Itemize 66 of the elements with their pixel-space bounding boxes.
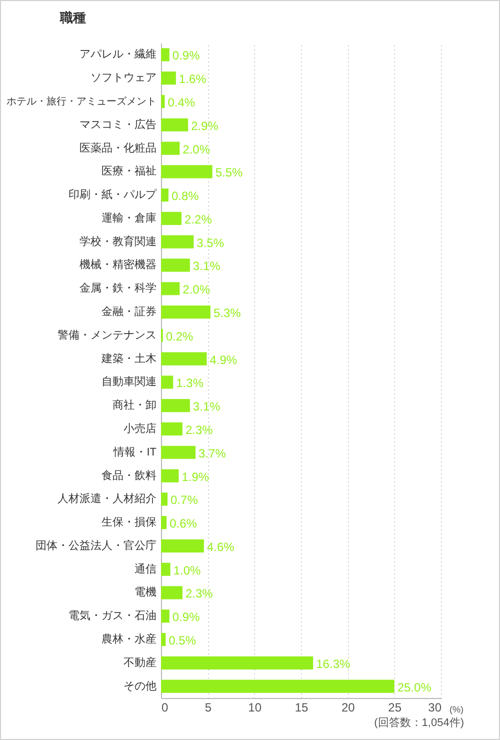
x-axis-title: (%)	[450, 704, 464, 714]
y-tick-label: 運輸・倉庫	[102, 211, 156, 224]
y-tick-label: 機械・精密機器	[80, 258, 156, 272]
data-label: 16.3%	[316, 656, 350, 671]
y-tick-label: ソフトウェア	[90, 72, 156, 84]
y-tick-label: その他	[124, 680, 156, 692]
data-label: 1.0%	[173, 563, 202, 578]
y-tick-label: 医薬品・化粧品	[80, 141, 156, 154]
data-label: 3.1%	[192, 400, 221, 414]
y-tick-label: 自動車関連	[102, 375, 156, 388]
y-tick-label: 金融・証券	[102, 305, 156, 318]
x-tick-label: 0	[162, 700, 168, 714]
text: (回答数：1,054件)	[374, 717, 464, 729]
y-tick-label: 電機	[134, 586, 156, 599]
data-label: 0.4%	[168, 95, 196, 110]
data-label: 2.3%	[185, 422, 214, 437]
y-tick-label: 人材派遣・人材紹介	[58, 492, 156, 506]
data-label: 0.2%	[166, 329, 194, 344]
data-label: 2.3%	[185, 586, 214, 601]
y-tick-label: 印刷・紙・パルプ	[68, 188, 158, 202]
data-label: 2.9%	[191, 118, 219, 133]
data-label: 2.0%	[182, 142, 210, 156]
y-tick-label: 医療・福祉	[102, 164, 156, 178]
data-label: 3.7%	[198, 446, 226, 460]
y-tick-label: ホテル・旅行・アミューズメント	[6, 95, 156, 108]
data-label: 5.3%	[213, 306, 242, 320]
y-tick-label: マスコミ・広告	[80, 118, 156, 131]
y-tick-label: 食品・飲料	[102, 468, 156, 482]
data-label: 0.5%	[168, 634, 196, 648]
data-label: 0.9%	[172, 48, 200, 63]
x-tick-label: 30	[428, 700, 442, 714]
data-label: 2.0%	[182, 282, 210, 297]
data-label: 1.9%	[182, 470, 210, 484]
data-label: 2.2%	[184, 212, 212, 226]
y-tick-label: 建築・土木	[100, 352, 156, 365]
data-label: 0.9%	[172, 610, 200, 624]
x-tick-label: 10	[248, 700, 262, 714]
x-tick-label: 5	[204, 700, 212, 714]
y-tick-label: 小売店	[124, 422, 156, 435]
y-tick-label: 生保・損保	[102, 516, 156, 529]
y-tick-label: 情報・IT	[112, 445, 157, 458]
y-tick-label: 金属・鉄・科学	[80, 282, 156, 295]
data-label: 5.5%	[215, 166, 244, 180]
y-tick-label: 通信	[134, 562, 156, 576]
y-tick-label: 電気・ガス・石油	[68, 609, 156, 622]
data-label: 0.8%	[171, 189, 200, 204]
y-tick-label: 農林・水産	[102, 632, 156, 646]
data-label: 4.6%	[206, 540, 235, 554]
y-tick-label: 警備・メンテナンス	[58, 329, 156, 342]
y-tick-label: アパレル・繊維	[80, 48, 156, 61]
data-label: 3.1%	[192, 259, 221, 274]
y-tick-label: 商社・卸	[112, 398, 156, 412]
y-tick-label: 不動産	[124, 656, 156, 669]
y-tick-label: 学校・教育関連	[80, 234, 156, 248]
data-label: 1.6%	[178, 72, 207, 86]
data-label: 4.9%	[210, 352, 238, 367]
data-label: 1.3%	[176, 376, 204, 390]
x-tick-label: 25	[388, 700, 402, 714]
chart-title: 職種	[59, 10, 86, 25]
x-tick-label: 15	[294, 700, 308, 714]
y-tick-label: 団体・公益法人・官公庁	[36, 538, 156, 552]
data-label: 0.7%	[170, 493, 198, 508]
data-label: 0.6%	[170, 516, 198, 531]
x-tick-label: 20	[341, 700, 356, 714]
data-label: 25.0%	[397, 680, 432, 694]
data-label: 3.5%	[196, 236, 224, 250]
